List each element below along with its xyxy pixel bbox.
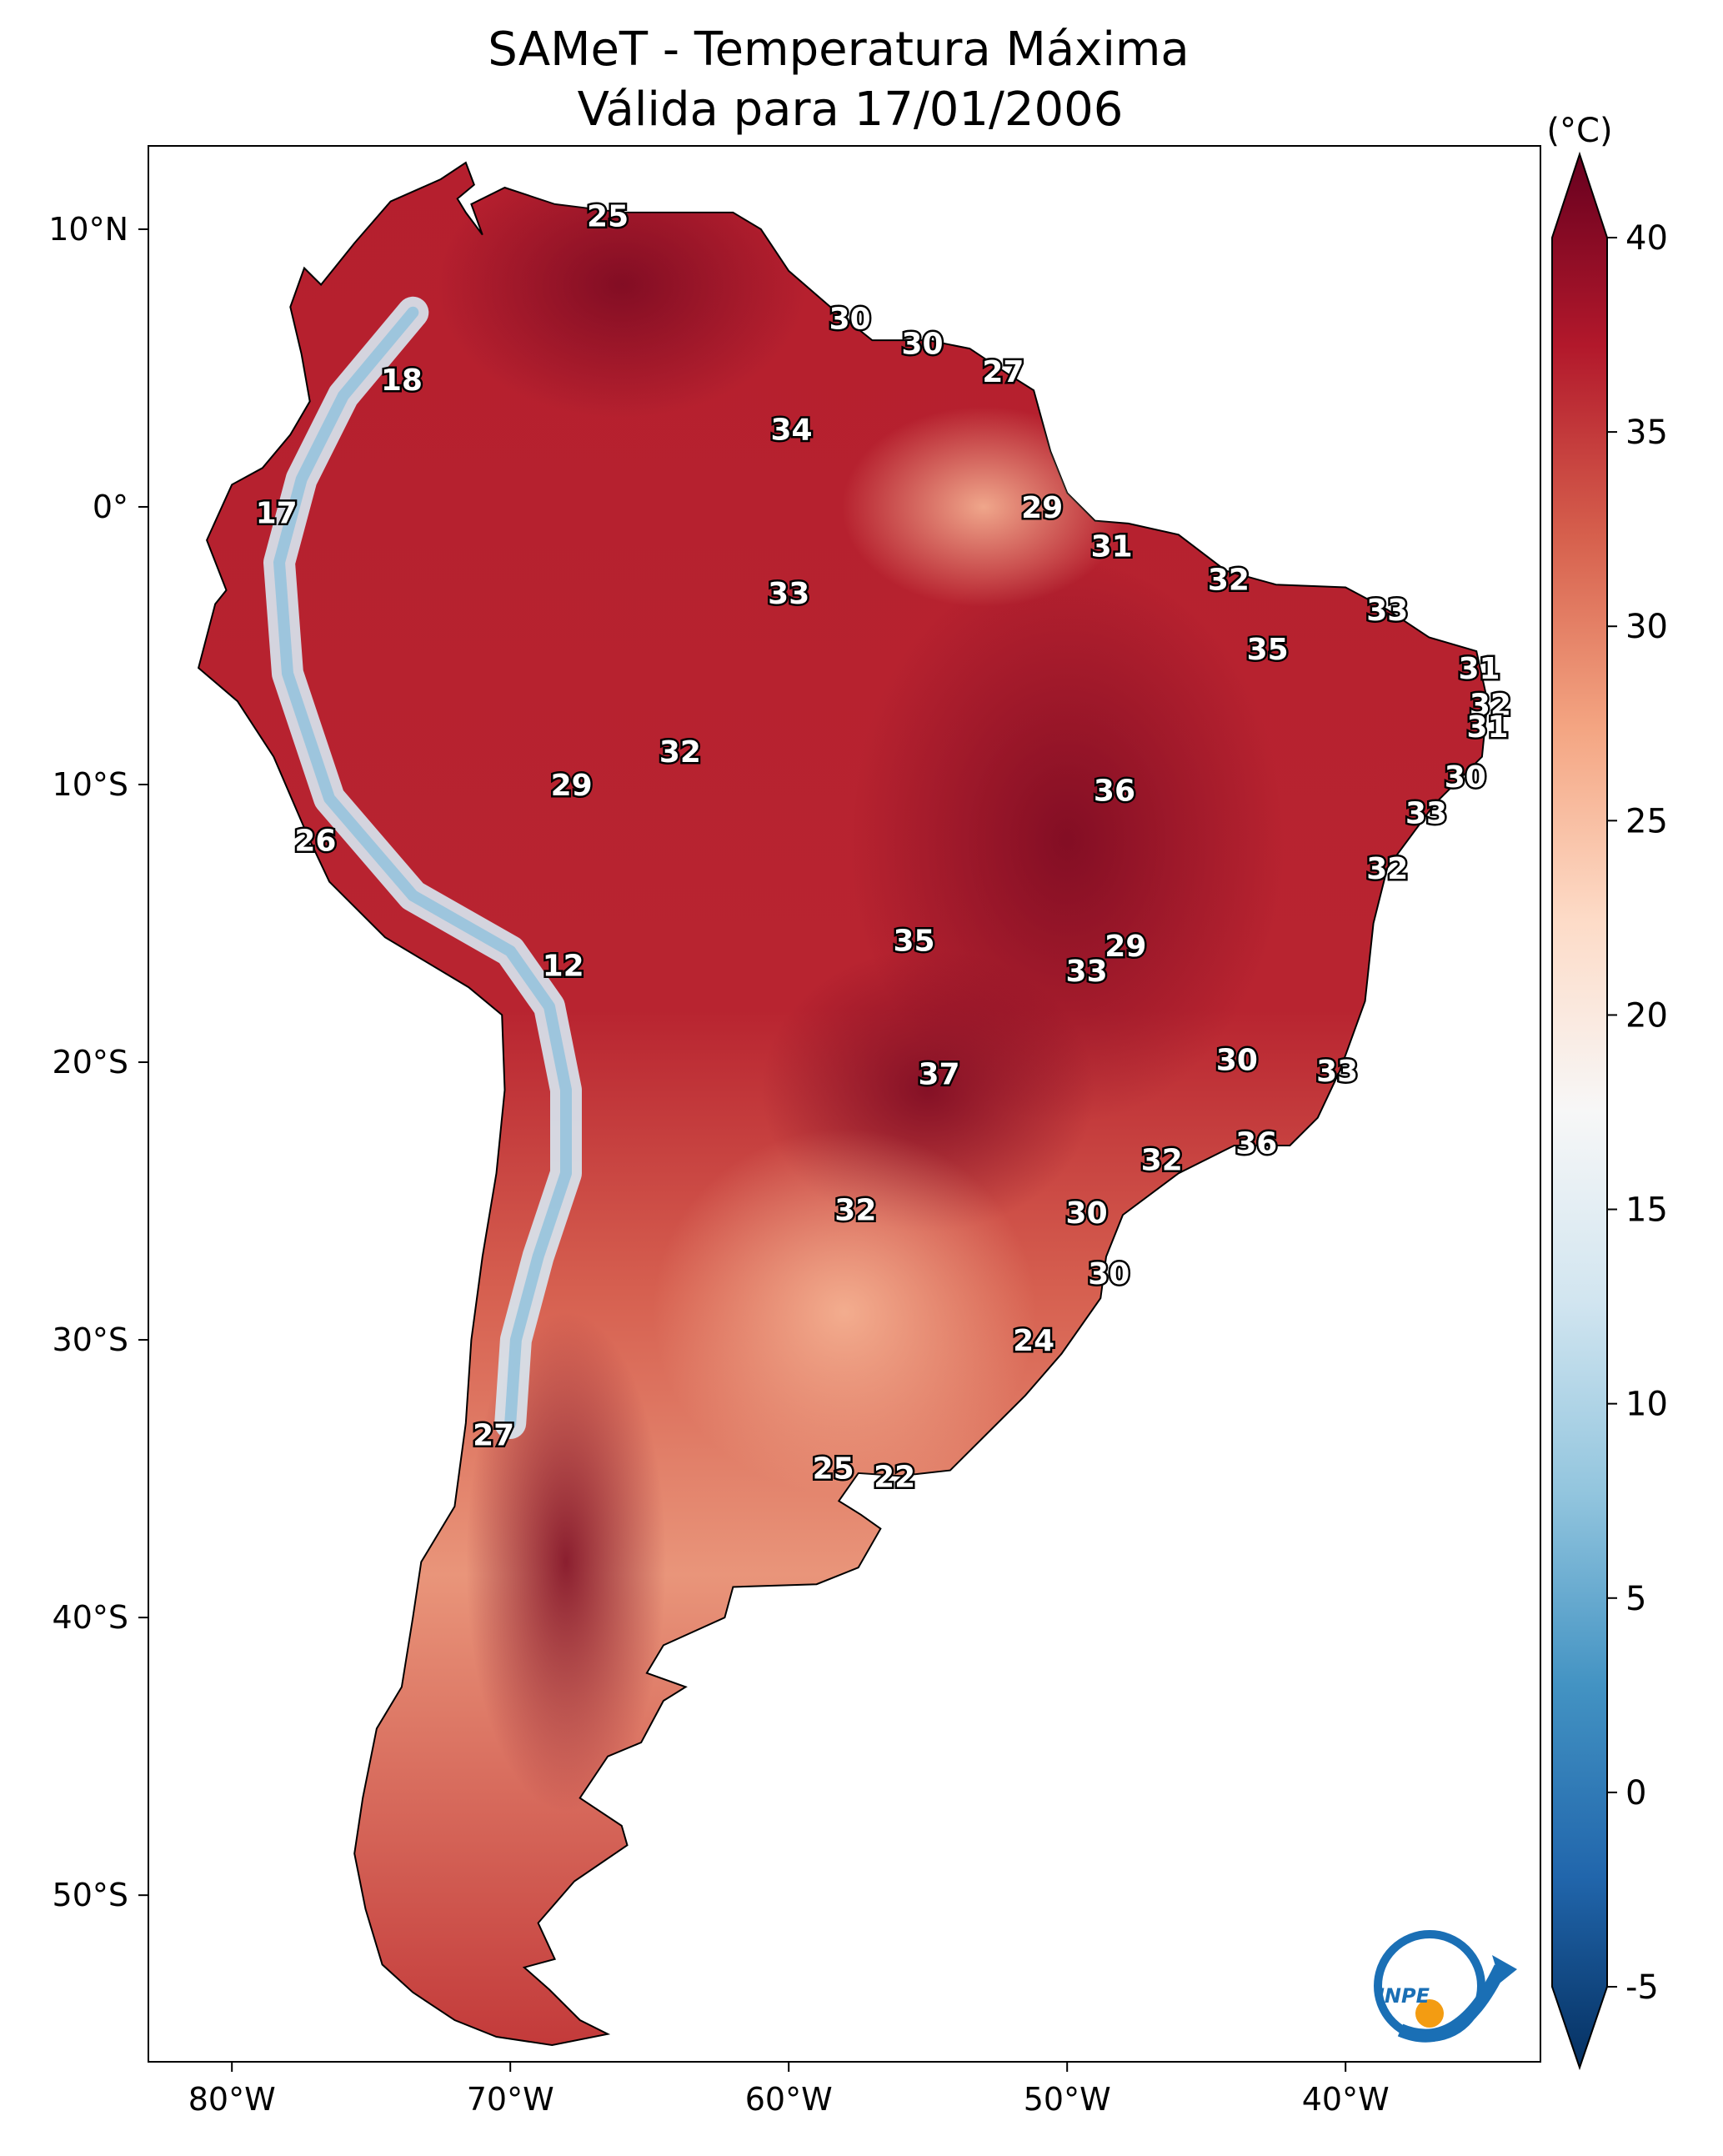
temperature-label: 18 <box>381 364 423 398</box>
logo-arrow-icon <box>1397 1964 1507 2043</box>
colorbar-tick-label: 10 <box>1625 1386 1668 1424</box>
x-axis-ticks: 80°W 70°W 60°W 50°W 40°W <box>188 2062 1390 2118</box>
temperature-label: 31 <box>1091 530 1133 564</box>
logo-sun-icon <box>1415 1999 1444 2028</box>
colorbar-tick-label: 15 <box>1625 1191 1668 1230</box>
colorbar-unit: (°C) <box>1546 112 1612 150</box>
temperature-label: 29 <box>1021 491 1063 525</box>
y-tick-label: 40°S <box>53 1599 128 1636</box>
temperature-label: 25 <box>587 199 629 233</box>
x-tick-label: 70°W <box>467 2081 554 2118</box>
temperature-label: 31 <box>1458 652 1500 686</box>
temperature-label: 32 <box>1141 1144 1183 1178</box>
temperature-label: 30 <box>829 302 871 336</box>
temperature-label: 33 <box>1066 955 1108 989</box>
temperature-label: 36 <box>1235 1127 1277 1161</box>
inpe-logo: INPE <box>1374 1930 1517 2043</box>
colorbar-bar <box>1551 151 1608 2071</box>
y-tick-label: 50°S <box>53 1877 128 1913</box>
temperature-label: 30 <box>1445 760 1486 795</box>
x-tick-label: 60°W <box>745 2081 833 2118</box>
temperature-label: 32 <box>659 735 701 770</box>
x-tick-label: 40°W <box>1302 2081 1390 2118</box>
temperature-label: 32 <box>834 1194 876 1228</box>
andes-cold-core <box>273 306 572 1429</box>
y-tick-label: 0° <box>93 489 128 525</box>
hot-spot-venezuela <box>438 163 805 419</box>
colorbar-tick-label: 35 <box>1625 414 1668 452</box>
temperature-label: 33 <box>1316 1055 1358 1089</box>
temperature-label: 33 <box>1366 594 1408 628</box>
temperature-label: 31 <box>1466 710 1508 745</box>
temperature-label: 29 <box>1104 930 1146 964</box>
colorbar-tick-label: 0 <box>1625 1774 1646 1813</box>
title-line-2: Válida para 17/01/2006 <box>578 83 1124 137</box>
map-frame-border <box>148 145 1541 2063</box>
temperature-label: 37 <box>919 1057 960 1091</box>
temperature-label: 36 <box>1094 775 1135 809</box>
temperature-label: 33 <box>1405 796 1447 830</box>
temperature-label: 32 <box>1208 564 1250 598</box>
temperature-label: 30 <box>1066 1196 1108 1231</box>
y-axis-ticks: 10°N 0° 10°S 20°S 30°S 40°S 50°S <box>48 211 148 1913</box>
temperature-label: 26 <box>294 825 336 859</box>
temperature-label: 34 <box>770 414 812 448</box>
hot-spot-patagonia <box>466 1311 666 1813</box>
colorbar-tick-label: 40 <box>1625 219 1668 258</box>
y-tick-label: 10°S <box>53 766 128 803</box>
colorbar-tick-label: 25 <box>1625 802 1668 840</box>
logo-arrow-head-icon <box>1492 1955 1517 1983</box>
logo-text: INPE <box>1377 1984 1430 2008</box>
temperature-label: 35 <box>1247 633 1289 667</box>
temperature-label: 22 <box>874 1460 915 1494</box>
south-america-landmass <box>197 161 1489 2047</box>
temperature-label: 27 <box>982 355 1024 389</box>
temperature-label: 30 <box>1216 1044 1258 1078</box>
temperature-label: 25 <box>813 1452 854 1486</box>
colorbar-tick-label: 30 <box>1625 608 1668 646</box>
temperature-label: 27 <box>473 1418 514 1452</box>
x-tick-label: 80°W <box>188 2081 276 2118</box>
temperature-label: 33 <box>768 577 809 611</box>
temperature-label: 32 <box>1470 688 1511 722</box>
colorbar-tick-label: -5 <box>1625 1968 1659 2007</box>
temperature-label: 35 <box>893 925 934 959</box>
colorbar-tick-label: 5 <box>1625 1580 1646 1618</box>
temperature-label: 17 <box>256 497 298 531</box>
colorbar-tick-label: 20 <box>1625 996 1668 1035</box>
temperature-label: 12 <box>543 949 584 983</box>
title-line-1: SAMeT - Temperatura Máxima <box>488 23 1190 77</box>
temperature-label: 29 <box>551 769 593 803</box>
temperature-label: 32 <box>1366 852 1408 886</box>
temperature-label: 30 <box>901 327 943 361</box>
mild-zone-pampas <box>653 1128 1036 1496</box>
colorbar: (°C) 40 35 30 25 20 15 10 5 0 -5 <box>1546 112 1668 2071</box>
colorbar-ticks: 40 35 30 25 20 15 10 5 0 -5 <box>1607 219 1668 2007</box>
x-tick-label: 50°W <box>1024 2081 1111 2118</box>
temperature-label: 24 <box>1013 1324 1054 1358</box>
y-tick-label: 30°S <box>53 1321 128 1358</box>
temperature-label: 30 <box>1088 1257 1129 1291</box>
y-tick-label: 10°N <box>48 211 128 248</box>
y-tick-label: 20°S <box>53 1044 128 1081</box>
